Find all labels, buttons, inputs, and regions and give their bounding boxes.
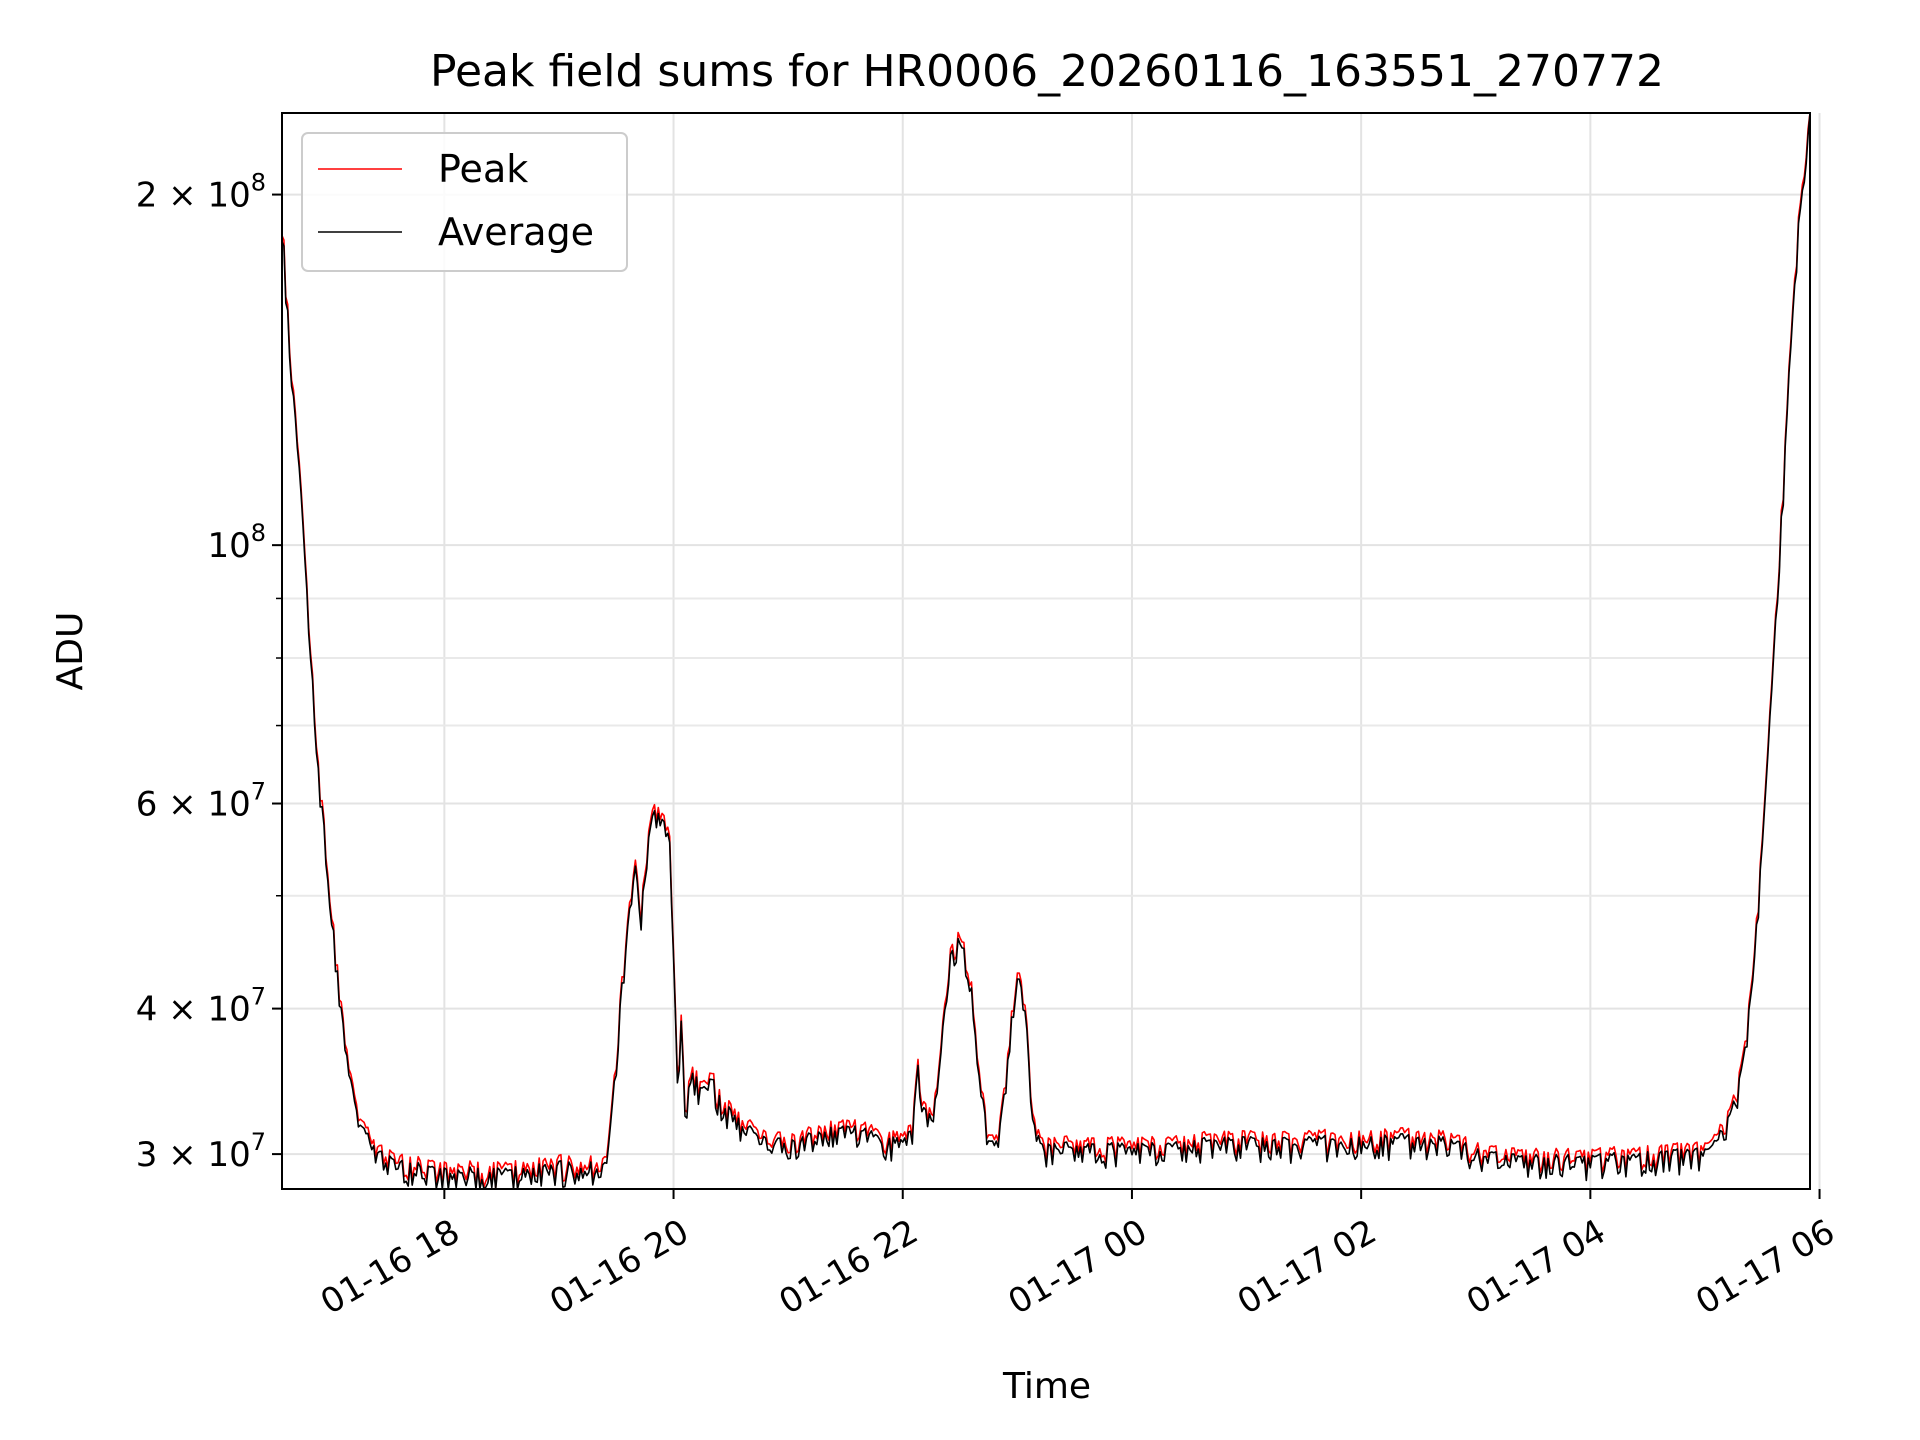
series-line-average [281,112,1811,1190]
legend-label-average: Average [438,210,594,254]
grid [282,113,1821,1189]
x-axis-label: Time [1002,1366,1091,1407]
plot-area [282,113,1810,1189]
series-line-peak [281,112,1811,1189]
y-tick-label: 3 × 107 [136,1128,266,1175]
y-tick-label: 6 × 107 [136,778,266,825]
legend-box [301,132,628,272]
series-layer [281,112,1811,1190]
legend-label-peak: Peak [438,147,528,191]
chart-title: Peak field sums for HR0006_20260116_1635… [430,46,1664,97]
y-axis: 3 × 107 4 × 107 6 × 107 108 2 × 108 [136,169,282,1175]
y-axis-label: ADU [50,612,91,691]
y-tick-label: 2 × 108 [136,169,266,216]
legend: Peak Average [301,132,628,272]
y-tick-label: 4 × 107 [136,983,266,1030]
plot-frame [281,112,1811,1190]
y-tick-label: 108 [207,519,266,566]
